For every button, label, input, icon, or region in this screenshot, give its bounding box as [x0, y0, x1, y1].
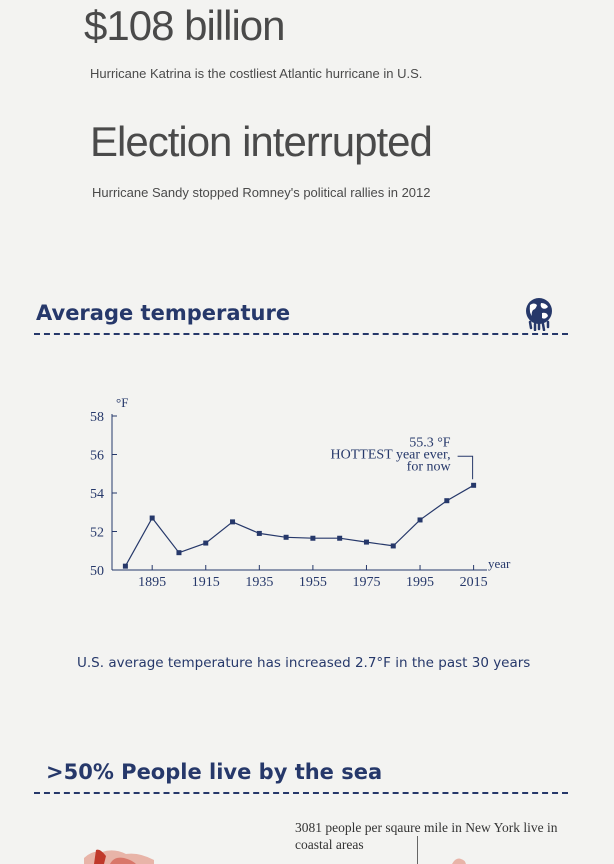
x-tick-label: 1915	[192, 575, 220, 590]
katrina-cost-value: $108 billion	[84, 2, 286, 49]
data-point	[230, 519, 236, 525]
data-point	[363, 539, 369, 545]
x-tick-label: 2015	[460, 575, 488, 590]
temperature-series-line	[124, 484, 474, 567]
y-tick-label: 58	[90, 410, 104, 425]
data-point	[337, 535, 343, 541]
annotation-leader	[457, 455, 474, 480]
data-point	[417, 517, 423, 523]
annotation-line1: HOTTEST year ever,	[331, 447, 451, 462]
data-point	[149, 515, 155, 521]
data-point	[176, 550, 182, 556]
x-tick-label: 1975	[352, 575, 380, 590]
temperature-line-chart: °F year 50 52 54 56 58 1895 1915 1935 1955 1975 199…	[90, 395, 511, 590]
data-point	[471, 482, 477, 488]
x-tick-label: 1935	[245, 575, 273, 590]
sea-section-divider	[34, 792, 568, 794]
temperature-chart-note: U.S. average temperature has increased 2…	[77, 655, 531, 671]
data-point	[283, 534, 289, 540]
election-heading: Election interrupted	[90, 118, 433, 165]
data-point	[390, 543, 396, 549]
x-tick-label: 1995	[406, 575, 434, 590]
katrina-cost-caption: Hurricane Katrina is the costliest Atlan…	[90, 66, 423, 81]
new-york-density-note: 3081 people per sqaure mile in New York …	[295, 820, 558, 852]
x-tick-label: 1955	[299, 575, 327, 590]
y-tick-label: 54	[90, 487, 104, 502]
data-point	[444, 498, 450, 504]
temperature-section-divider	[34, 333, 568, 335]
coastal-map-fragment	[84, 849, 154, 864]
x-tick-label: 1895	[138, 575, 166, 590]
annotation-value: 55.3 °F	[409, 435, 451, 450]
y-tick-label: 52	[90, 526, 104, 541]
data-point	[203, 540, 209, 546]
x-unit-label: year	[488, 556, 511, 571]
temperature-section-title: Average temperature	[36, 301, 291, 325]
coastal-map-fragment-east	[452, 858, 466, 864]
y-unit-label: °F	[116, 395, 128, 410]
y-tick-label: 50	[90, 564, 104, 579]
annotation-line2: for now	[407, 459, 452, 474]
sea-section-title: >50% People live by the sea	[46, 760, 383, 784]
data-point	[122, 563, 128, 569]
y-tick-label: 56	[90, 449, 104, 464]
new-york-leader-line	[417, 836, 418, 864]
globe-icon	[526, 298, 552, 331]
data-point	[256, 530, 262, 536]
election-caption: Hurricane Sandy stopped Romney's politic…	[92, 185, 431, 200]
data-point	[310, 535, 316, 541]
